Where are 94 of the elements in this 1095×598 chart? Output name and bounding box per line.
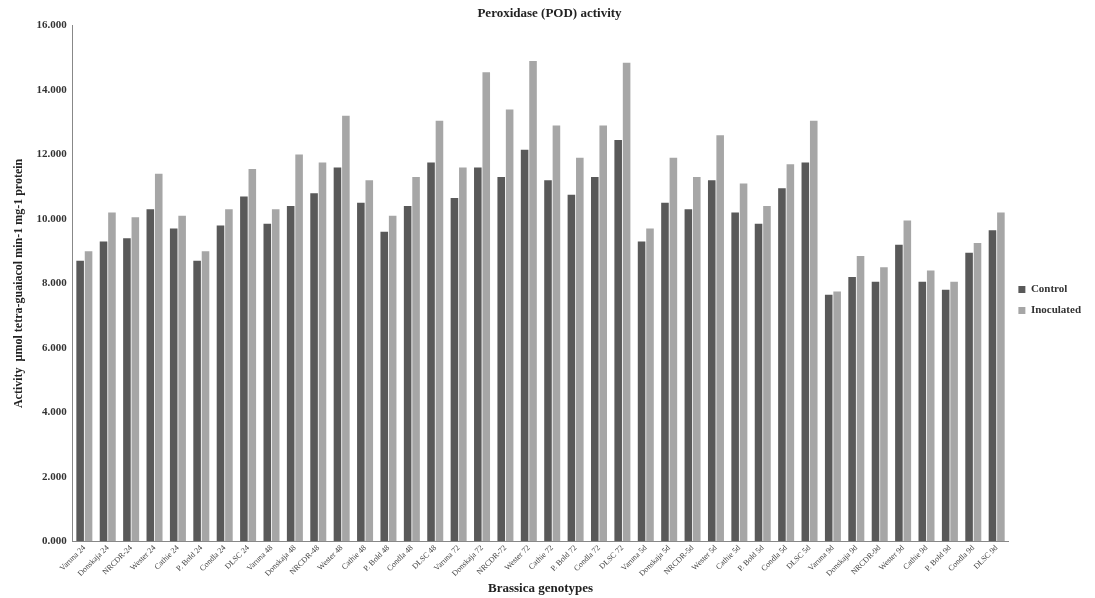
bar <box>459 167 467 542</box>
bar <box>482 72 491 542</box>
bar <box>731 212 739 542</box>
bar <box>318 162 327 542</box>
bar <box>801 162 810 542</box>
y-tick-label: 6.000 <box>41 340 68 353</box>
bar <box>824 294 833 542</box>
bar <box>637 241 646 542</box>
bar <box>154 173 163 542</box>
bar <box>131 217 140 542</box>
bar <box>552 125 561 542</box>
bar <box>146 209 155 542</box>
chart-title: Peroxidase (POD) activity <box>477 5 623 21</box>
bar <box>599 125 607 542</box>
y-tick-label: 14.000 <box>36 82 68 95</box>
bar <box>763 206 771 542</box>
bar <box>567 194 576 542</box>
bar <box>786 164 795 542</box>
bar <box>716 135 724 542</box>
bar <box>169 228 178 542</box>
bar <box>520 149 529 542</box>
y-axis-title: Activity µmol tetra-guaiacol min-1 mg-1 protein <box>11 158 26 409</box>
bar <box>965 252 973 542</box>
bar <box>669 157 678 542</box>
y-tick-label: 4.000 <box>41 405 68 418</box>
legend-label: Inoculated <box>1030 303 1082 316</box>
bar <box>216 225 225 542</box>
bar <box>450 198 459 542</box>
bar <box>544 180 552 542</box>
bar <box>474 167 482 542</box>
bar <box>76 260 84 542</box>
bar <box>84 251 93 542</box>
bar <box>661 202 669 542</box>
bar <box>201 251 210 542</box>
bar <box>622 62 631 542</box>
bar <box>997 212 1005 542</box>
y-tick-label: 12.000 <box>36 147 68 160</box>
bar <box>880 267 888 542</box>
y-tick-label: 16.000 <box>36 18 68 31</box>
bar <box>505 109 514 542</box>
bar <box>365 180 374 542</box>
bar <box>895 244 903 542</box>
bar <box>833 291 841 542</box>
bar <box>412 177 420 542</box>
bar <box>576 157 584 542</box>
bar <box>926 270 935 542</box>
bar <box>108 212 116 542</box>
bar <box>435 120 444 542</box>
bar <box>871 281 880 542</box>
bar <box>333 167 342 542</box>
bar <box>848 276 856 542</box>
bar <box>263 223 272 542</box>
bar <box>903 220 912 542</box>
bar <box>193 260 201 542</box>
bar <box>178 215 186 542</box>
bar <box>380 231 389 542</box>
bar <box>342 115 350 542</box>
x-axis-title: Brassica genotypes <box>487 579 594 595</box>
bar <box>497 177 506 542</box>
y-tick-label: 8.000 <box>41 276 68 289</box>
bar <box>310 193 318 542</box>
bar <box>809 120 818 542</box>
bar <box>123 238 131 542</box>
bar <box>950 281 958 542</box>
bar <box>357 202 365 542</box>
bar <box>427 162 435 542</box>
bar <box>240 196 248 542</box>
y-tick-label: 0.000 <box>41 534 68 547</box>
bar <box>295 154 303 542</box>
bar <box>754 223 763 542</box>
bar <box>973 243 982 542</box>
bar <box>225 209 233 542</box>
bar <box>388 215 397 542</box>
bar <box>707 180 716 542</box>
bar <box>614 139 622 542</box>
bar <box>99 241 108 542</box>
y-tick-label: 2.000 <box>41 469 68 482</box>
legend-label: Control <box>1030 282 1068 295</box>
bar <box>988 230 997 542</box>
bar <box>684 209 693 542</box>
bar <box>856 256 865 542</box>
bar <box>739 183 748 542</box>
bar <box>529 61 537 542</box>
bar <box>403 206 412 542</box>
bar <box>271 209 280 542</box>
bar <box>286 206 295 542</box>
bar <box>692 177 701 542</box>
bar <box>941 289 950 542</box>
bar <box>248 168 257 542</box>
bar <box>778 188 786 542</box>
y-tick-label: 10.000 <box>36 211 68 224</box>
bar <box>646 228 654 542</box>
bar <box>591 177 599 542</box>
bar <box>918 281 927 542</box>
